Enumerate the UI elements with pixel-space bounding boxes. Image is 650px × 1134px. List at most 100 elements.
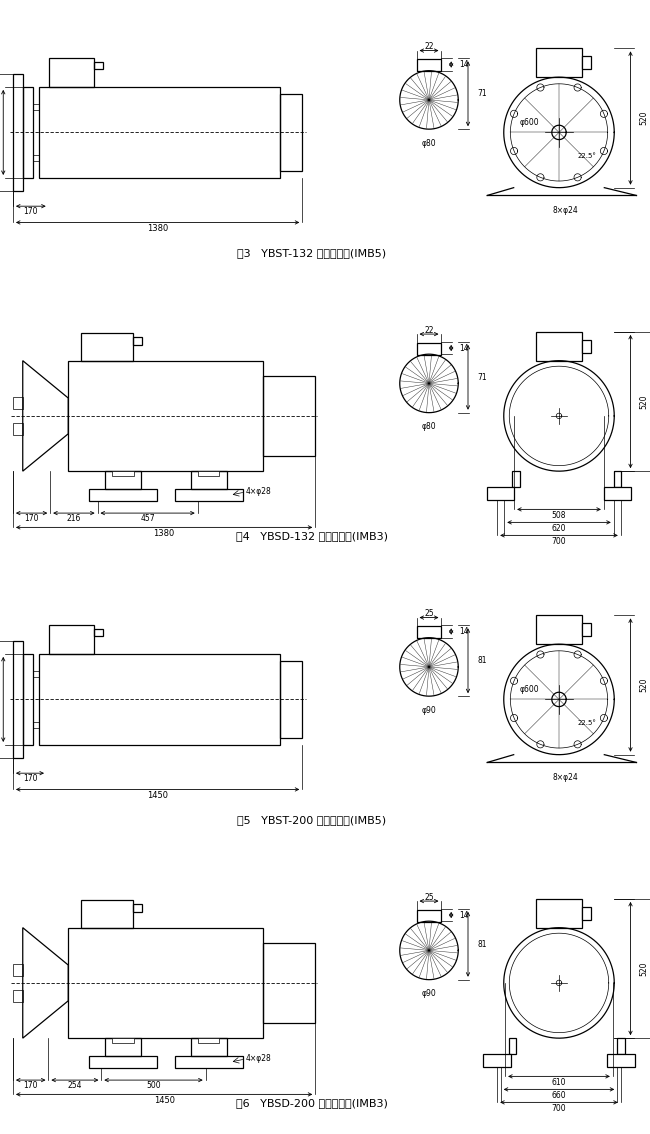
Text: 660: 660 — [552, 1091, 566, 1100]
Text: 700: 700 — [552, 538, 566, 547]
Bar — [23, 654, 32, 745]
Bar — [88, 490, 157, 501]
Bar — [94, 61, 103, 69]
Bar — [263, 376, 315, 456]
Bar — [112, 1038, 134, 1043]
Bar — [582, 907, 591, 920]
Text: φ90: φ90 — [422, 989, 436, 998]
Text: 1380: 1380 — [153, 530, 175, 539]
Bar — [23, 87, 32, 178]
Text: 22.5°: 22.5° — [577, 153, 596, 159]
Bar — [174, 490, 242, 501]
Text: 71: 71 — [478, 90, 488, 99]
Bar — [94, 628, 103, 636]
Bar — [133, 337, 142, 345]
Bar — [582, 624, 591, 636]
Bar — [32, 154, 39, 161]
Bar — [68, 361, 263, 471]
Bar — [13, 74, 23, 191]
Text: 图6   YBSD-200 外形尺寸图(IMB3): 图6 YBSD-200 外形尺寸图(IMB3) — [236, 1098, 388, 1108]
Bar — [417, 59, 441, 71]
Bar — [483, 1055, 510, 1067]
Bar — [191, 1038, 226, 1057]
Text: 1380: 1380 — [147, 225, 168, 234]
Text: 25: 25 — [424, 892, 434, 902]
Bar — [417, 909, 441, 922]
Bar — [133, 904, 142, 912]
Bar — [280, 661, 302, 738]
Text: 8×φ24: 8×φ24 — [552, 206, 578, 214]
Text: 81: 81 — [478, 940, 488, 949]
Bar — [536, 899, 582, 928]
Bar — [81, 900, 133, 928]
Bar — [105, 1038, 140, 1057]
Text: 520: 520 — [639, 962, 648, 975]
Bar — [49, 58, 94, 87]
Bar — [582, 340, 591, 353]
Bar — [536, 49, 582, 77]
Bar — [174, 1057, 242, 1068]
Bar — [32, 103, 39, 110]
Bar — [13, 423, 23, 434]
Text: 216: 216 — [67, 515, 81, 524]
Text: 71: 71 — [478, 373, 488, 382]
Text: 700: 700 — [552, 1105, 566, 1114]
Text: 14: 14 — [459, 627, 469, 636]
Text: 1450: 1450 — [147, 792, 168, 801]
Bar — [614, 471, 621, 488]
Bar — [263, 943, 315, 1023]
Bar — [608, 1055, 635, 1067]
Text: 610: 610 — [552, 1078, 566, 1088]
Text: φ90: φ90 — [422, 705, 436, 714]
Bar — [105, 471, 140, 490]
Text: 500: 500 — [146, 1082, 161, 1091]
Bar — [32, 721, 39, 728]
Text: 图3   YBST-132 外形尺寸图(IMB5): 图3 YBST-132 外形尺寸图(IMB5) — [237, 247, 387, 257]
Text: 22: 22 — [424, 42, 434, 51]
Text: 520: 520 — [639, 111, 648, 125]
Bar — [536, 332, 582, 361]
Text: 图4   YBSD-132 外形尺寸图(IMB3): 图4 YBSD-132 外形尺寸图(IMB3) — [236, 531, 388, 541]
Bar — [198, 1038, 219, 1043]
Text: 4×φ28: 4×φ28 — [246, 1055, 272, 1064]
Text: 620: 620 — [552, 524, 566, 533]
Text: 25: 25 — [424, 609, 434, 618]
Text: 254: 254 — [68, 1082, 82, 1091]
Text: 14: 14 — [459, 344, 469, 353]
Text: 508: 508 — [552, 511, 566, 521]
Bar — [487, 488, 514, 500]
Bar — [512, 471, 520, 488]
Bar — [604, 488, 631, 500]
Bar — [39, 654, 280, 745]
Text: φ80: φ80 — [422, 139, 436, 147]
Text: 图5   YBST-200 外形尺寸图(IMB5): 图5 YBST-200 外形尺寸图(IMB5) — [237, 814, 387, 824]
Bar — [13, 641, 23, 758]
Text: 1450: 1450 — [153, 1097, 175, 1106]
Text: 14: 14 — [459, 911, 469, 920]
Text: 170: 170 — [23, 773, 37, 782]
Text: 520: 520 — [639, 678, 648, 692]
Bar — [417, 626, 441, 638]
Text: φ80: φ80 — [422, 423, 436, 431]
Bar — [536, 616, 582, 644]
Text: φ600: φ600 — [520, 685, 540, 694]
Text: 22: 22 — [424, 325, 434, 335]
Text: 4×φ28: 4×φ28 — [246, 488, 272, 497]
Text: 81: 81 — [478, 657, 488, 666]
Bar — [32, 670, 39, 677]
Text: 14: 14 — [459, 60, 469, 69]
Text: 170: 170 — [23, 1082, 38, 1091]
Bar — [582, 57, 591, 69]
Text: 8×φ24: 8×φ24 — [552, 773, 578, 781]
Bar — [13, 964, 23, 975]
Text: φ600: φ600 — [520, 118, 540, 127]
Bar — [88, 1057, 157, 1068]
Text: 520: 520 — [639, 395, 648, 408]
Bar — [81, 333, 133, 361]
Bar — [68, 928, 263, 1038]
Text: 170: 170 — [23, 206, 38, 215]
Bar — [112, 471, 134, 476]
Bar — [280, 94, 302, 171]
Bar — [618, 1038, 625, 1055]
Bar — [49, 625, 94, 654]
